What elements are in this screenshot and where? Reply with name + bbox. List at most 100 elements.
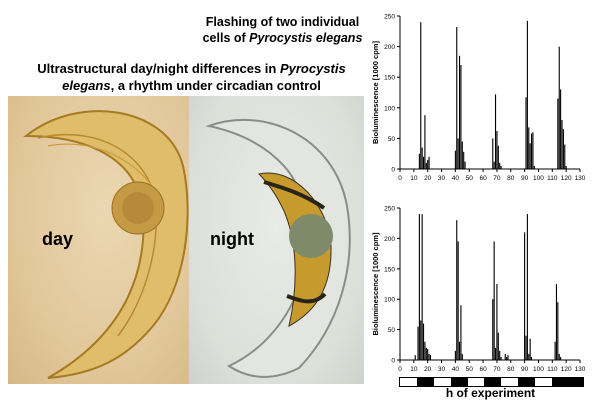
x-tick-label: 130 xyxy=(575,366,586,373)
night-cell-nucleus xyxy=(289,214,333,258)
bar xyxy=(497,145,499,169)
dark-period xyxy=(484,378,502,386)
x-tick-label: 100 xyxy=(533,366,544,373)
x-tick-label: 70 xyxy=(493,366,501,373)
x-tick-label: 60 xyxy=(479,366,487,373)
bar xyxy=(427,159,429,169)
bar xyxy=(530,356,533,360)
bar xyxy=(494,94,497,169)
chart-title-line2: cells of Pyrocystis elegans xyxy=(195,30,370,46)
night-cell-body xyxy=(205,118,351,378)
y-tick-label: 100 xyxy=(384,297,395,304)
bar xyxy=(464,161,466,169)
x-tick-label: 70 xyxy=(493,175,501,182)
bar xyxy=(429,355,432,360)
bar xyxy=(529,338,531,360)
y-tick-label: 250 xyxy=(384,206,395,213)
bar xyxy=(454,350,456,360)
night-cell-photo: night xyxy=(189,96,364,384)
x-axis-title: h of experiment xyxy=(445,386,536,400)
y-tick-label: 200 xyxy=(384,236,395,243)
bar xyxy=(424,341,426,360)
x-tick-label: 60 xyxy=(479,175,487,182)
day-cell-photo: day xyxy=(8,96,189,384)
bar xyxy=(493,241,495,360)
bar xyxy=(499,350,501,360)
bar xyxy=(456,27,458,169)
y-axis-label: Bioluminescence [1000 cpm] xyxy=(371,41,380,144)
y-tick-label: 250 xyxy=(384,14,395,21)
bar xyxy=(528,353,530,360)
y-tick-label: 50 xyxy=(388,327,396,334)
bar xyxy=(420,22,422,170)
upper-chart: 0 50 100 150 200 250 0 10 20 30 40 50 60 70 80 90 100 110… xyxy=(366,4,588,194)
bar xyxy=(420,320,422,360)
y-tick-label: 150 xyxy=(384,75,395,82)
bar xyxy=(497,332,499,360)
bar xyxy=(492,138,494,169)
bar xyxy=(421,214,423,360)
bar xyxy=(526,20,528,170)
y-tick-label: 0 xyxy=(391,358,395,365)
day-cell-core xyxy=(122,192,154,224)
bar xyxy=(460,64,462,169)
bar xyxy=(557,302,559,360)
x-tick-label: 50 xyxy=(466,175,474,182)
bar xyxy=(454,150,456,169)
bar xyxy=(506,356,508,360)
bar xyxy=(524,232,526,360)
bar xyxy=(564,144,566,169)
bar xyxy=(463,151,465,169)
x-tick-label: 120 xyxy=(561,175,572,182)
bar xyxy=(418,214,420,360)
bar xyxy=(558,46,560,169)
bar xyxy=(555,284,558,360)
photo-title: Ultrastructural day/night differences in… xyxy=(4,60,379,94)
chart-title: Flashing of two individual cells of Pyro… xyxy=(195,14,370,46)
bar xyxy=(532,132,534,169)
bar xyxy=(560,89,562,169)
y-tick-label: 50 xyxy=(388,136,396,143)
night-cell-dark-band-2 xyxy=(286,292,327,304)
dark-period xyxy=(552,378,583,386)
bar xyxy=(461,353,463,360)
bar xyxy=(496,131,498,169)
chart-title-line1: Flashing of two individual xyxy=(205,15,360,29)
y-tick-label: 100 xyxy=(384,105,395,112)
photo-title-line1-plain: Ultrastructural day/night differences in xyxy=(37,61,280,76)
photo-title-line1: Ultrastructural day/night differences in… xyxy=(4,60,379,77)
y-tick-label: 150 xyxy=(384,266,395,273)
bar xyxy=(530,133,533,169)
bar xyxy=(422,156,425,169)
bar xyxy=(496,284,498,360)
dark-period xyxy=(416,378,434,386)
x-tick-label: 40 xyxy=(452,175,460,182)
photo-title-line2: elegans, a rhythm under circadian contro… xyxy=(4,77,379,94)
day-cell-drawing xyxy=(23,110,189,379)
bar xyxy=(421,147,423,169)
dark-period xyxy=(450,378,468,386)
chart-title-species: Pyrocystis elegans xyxy=(249,31,363,45)
bar xyxy=(457,138,459,169)
light-dark-key xyxy=(399,377,584,387)
bar xyxy=(428,156,430,169)
x-tick-label: 20 xyxy=(424,366,432,373)
bar xyxy=(424,115,426,169)
x-tick-label: 20 xyxy=(424,175,432,182)
bar xyxy=(500,356,502,360)
lower-chart: 0 50 100 150 200 250 0 10 20 30 40 50 60 70 80 90 100 110… xyxy=(366,196,588,376)
bar xyxy=(528,127,530,169)
bar xyxy=(558,353,560,360)
chart-title-line2-plain: cells of xyxy=(202,31,250,45)
bar xyxy=(427,349,429,360)
x-tick-label: 110 xyxy=(547,366,558,373)
bar xyxy=(525,335,527,360)
bar xyxy=(461,141,463,169)
night-cell-dark-band xyxy=(263,180,326,210)
x-tick-label: 30 xyxy=(438,366,446,373)
bar xyxy=(554,341,556,360)
night-label: night xyxy=(210,229,254,249)
bar xyxy=(414,355,416,360)
